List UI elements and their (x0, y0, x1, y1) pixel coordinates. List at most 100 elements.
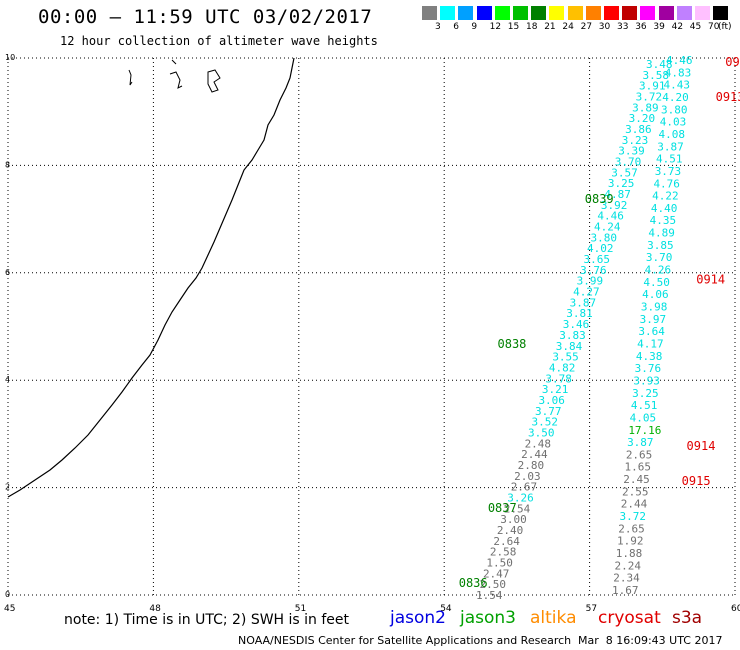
map-subtitle: 12 hour collection of altimeter wave hei… (60, 34, 378, 48)
swh-value: 2.55 (622, 485, 649, 498)
swh-value: 3.26 (507, 491, 534, 504)
legend-swatch (513, 6, 528, 20)
lat-tick-label: 8 (5, 160, 10, 169)
swh-value: 1.54 (476, 589, 503, 602)
swh-value: 3.06 (538, 394, 565, 407)
swh-value: 4.05 (630, 411, 657, 424)
swh-value: 3.80 (590, 231, 617, 244)
swh-value: 3.77 (535, 405, 562, 418)
axis-labels: 45 48 51 54 57 60 0 2 4 6 8 10 (4, 53, 740, 614)
pass-time-label: 0914 (687, 439, 716, 453)
swh-value: 4.22 (652, 190, 679, 203)
legend-label: 24 (562, 22, 574, 32)
pass-time-label: 0914 (696, 273, 725, 287)
swh-value: 4.38 (636, 350, 663, 363)
swh-value: 3.72 (636, 91, 663, 104)
legend-label: 36 (635, 22, 647, 32)
swh-value: 3.99 (577, 275, 604, 288)
legend-swatch (622, 6, 638, 20)
lat-tick-label: 6 (5, 268, 10, 277)
legend-label: 12 (489, 22, 502, 32)
swh-value: 3.23 (622, 134, 649, 147)
legend-swatch (604, 6, 619, 20)
pass-time-label: 0912 (725, 55, 740, 69)
swh-value: 4.43 (663, 79, 690, 92)
legend-label: 3 (435, 22, 441, 32)
credit-line: NOAA/NESDIS Center for Satellite Applica… (238, 634, 572, 647)
pass-time-label: 0915 (682, 474, 711, 488)
map-title: 00:00 – 11:59 UTC 03/02/2017 (38, 6, 373, 28)
legend-swatch (658, 6, 674, 20)
swh-value: 4.03 (660, 116, 687, 129)
satellite-name: jason3 (460, 608, 516, 628)
swh-value: 2.48 (525, 437, 552, 450)
legend-label: 42 (671, 22, 684, 32)
legend-label: 33 (617, 22, 629, 32)
swh-value: 2.34 (613, 572, 640, 585)
swh-value: 3.25 (608, 177, 635, 190)
swh-value: 3.48 (646, 58, 673, 71)
swh-value: 3.65 (584, 253, 611, 266)
legend-swatch (640, 6, 656, 20)
legend-swatch (676, 6, 692, 20)
legend-label: 30 (598, 22, 611, 32)
swh-value: 3.87 (570, 296, 597, 309)
swh-value: 4.89 (648, 227, 675, 240)
swh-value: 3.50 (528, 426, 555, 439)
swh-value: 4.82 (549, 361, 576, 374)
island (128, 69, 133, 86)
swh-value: 3.89 (632, 101, 659, 114)
swh-value: 3.86 (625, 123, 652, 136)
satellite-name: altika (530, 608, 577, 628)
swh-value: 4.27 (573, 286, 600, 299)
swh-value: 3.85 (647, 239, 674, 252)
legend-label: 6 (453, 22, 459, 32)
swh-value: 3.25 (632, 387, 659, 400)
swh-value: 2.03 (514, 470, 541, 483)
swh-value: 3.76 (635, 362, 662, 375)
legend-label: 21 (544, 22, 556, 32)
swh-value: 3.76 (580, 264, 607, 277)
swh-value: 2.58 (490, 546, 517, 559)
legend-swatch (422, 6, 437, 20)
lat-tick-label: 4 (5, 375, 10, 384)
swh-value: 3.55 (552, 351, 579, 364)
swh-value: 2.65 (618, 522, 645, 535)
altimeter-track-east: 4.464.834.434.203.804.034.083.874.513.73… (612, 54, 693, 597)
lon-tick-label: 60 (731, 604, 740, 614)
swh-value: 3.80 (661, 103, 688, 116)
swh-value: 2.65 (626, 448, 653, 461)
swh-value: 1.88 (616, 547, 643, 560)
swh-value: 4.06 (642, 288, 669, 301)
lon-tick-label: 54 (440, 604, 452, 614)
legend-swatch (531, 6, 547, 20)
swh-value: 3.46 (563, 318, 590, 331)
swh-value: 4.83 (665, 66, 692, 79)
satellite-name: cryosat (598, 608, 661, 628)
lon-tick-label: 57 (586, 604, 597, 614)
legend-swatch (440, 6, 456, 20)
pass-time-label: 0837 (488, 501, 517, 515)
legend-label: 9 (471, 22, 478, 32)
swh-value: 3.57 (611, 166, 638, 179)
coastline (7, 57, 295, 498)
legend-swatch (458, 6, 474, 20)
swh-value: 2.47 (483, 567, 510, 580)
swh-value: 3.93 (633, 374, 660, 387)
island (169, 59, 183, 89)
generated-timestamp: Mar 8 16:09:43 UTC 2017 (578, 634, 723, 647)
swh-value: 3.78 (545, 372, 572, 385)
swh-value: 2.64 (493, 535, 520, 548)
swh-value: 3.81 (566, 307, 593, 320)
satellite-name: s3a (672, 608, 703, 628)
swh-value: 3.52 (532, 416, 559, 429)
swh-value: 2.67 (511, 481, 537, 494)
map-grid (7, 57, 736, 596)
swh-value: 1.92 (617, 535, 644, 548)
swh-value: 4.51 (631, 399, 658, 412)
swh-value: 3.70 (615, 156, 642, 169)
legend-label: 39 (653, 22, 665, 32)
legend-label: 70 (708, 22, 720, 32)
swh-value: 3.97 (640, 313, 667, 326)
